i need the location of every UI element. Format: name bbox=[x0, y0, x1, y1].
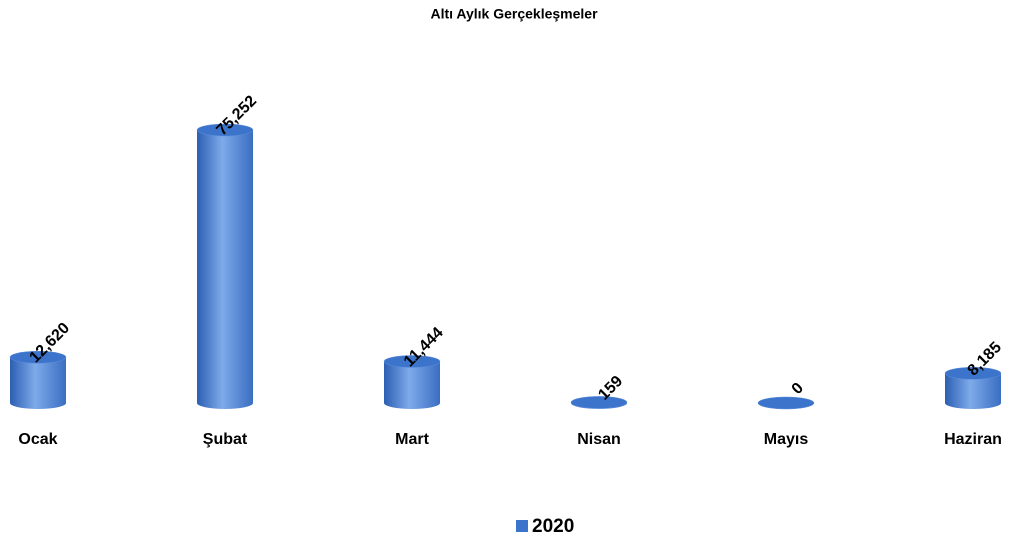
bar-top bbox=[196, 123, 254, 137]
bar-top bbox=[944, 367, 1002, 380]
x-tick-label: Haziran bbox=[944, 431, 1002, 448]
x-tick-label: Ocak bbox=[18, 431, 57, 448]
bar bbox=[384, 361, 440, 403]
bar-top bbox=[9, 350, 67, 364]
x-tick-label: Nisan bbox=[577, 431, 621, 448]
x-tick-label: Mart bbox=[395, 431, 429, 448]
chart-title: Altı Aylık Gerçekleşmeler bbox=[430, 6, 598, 22]
bar bbox=[197, 130, 253, 403]
bar-top bbox=[757, 396, 815, 410]
legend-label: 2020 bbox=[532, 516, 574, 537]
bar-top bbox=[570, 396, 628, 409]
value-label: 0 bbox=[789, 380, 807, 398]
x-tick-label: Şubat bbox=[203, 431, 248, 448]
bar-top bbox=[383, 355, 441, 368]
bar bbox=[10, 357, 66, 403]
legend-swatch bbox=[516, 520, 528, 532]
x-tick-label: Mayıs bbox=[764, 431, 809, 448]
